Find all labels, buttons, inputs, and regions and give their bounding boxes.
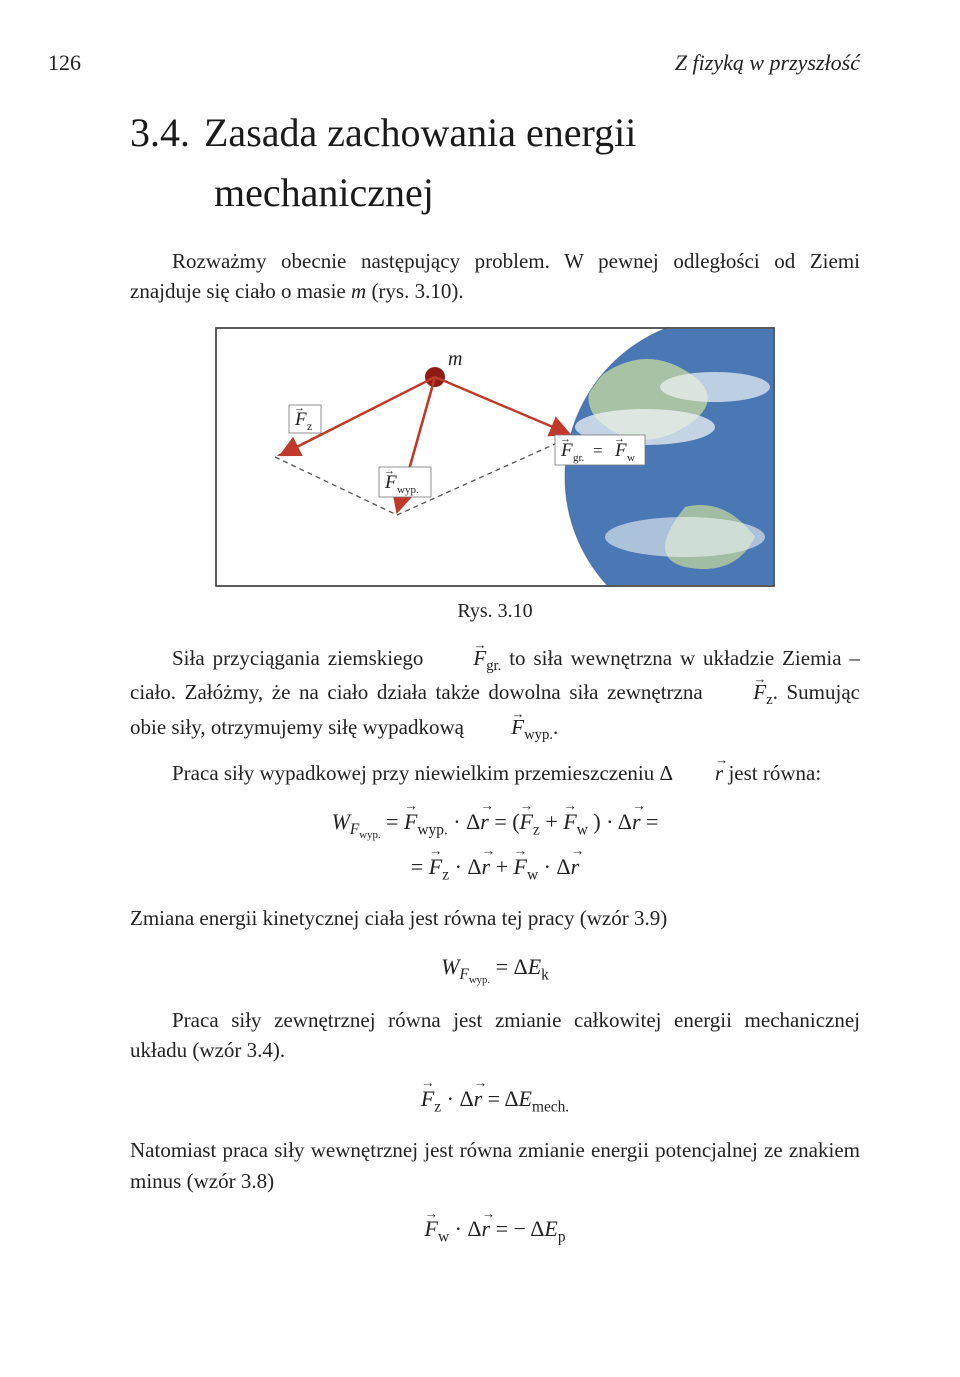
vec-dr: r bbox=[673, 758, 723, 788]
eq3-sub: mech. bbox=[532, 1098, 569, 1115]
eq2-sub: wyp. bbox=[469, 974, 490, 986]
para3-a: Praca siły wypadkowej przy niewielkim pr… bbox=[172, 761, 660, 785]
paragraph-1: Rozważmy obecnie następujący problem. W … bbox=[130, 246, 860, 307]
eq3-Fz-sub: z bbox=[434, 1098, 441, 1115]
eq1-Fz: F bbox=[520, 801, 533, 843]
sub-fgr: gr. bbox=[486, 658, 501, 674]
vec-fz: F bbox=[711, 677, 766, 707]
eq1-W: W bbox=[332, 809, 350, 834]
eq2-eq: = Δ bbox=[496, 954, 528, 979]
eq1b-Fw-sub: w bbox=[527, 866, 538, 883]
eq1-r1: r bbox=[480, 801, 489, 843]
eq3-r: r bbox=[474, 1078, 483, 1120]
para1-text-b: (rys. 3.10). bbox=[366, 279, 463, 303]
section-title-line2: mechanicznej bbox=[214, 168, 860, 218]
eq4-sub: p bbox=[558, 1229, 566, 1246]
eq1-close: ) · Δ bbox=[593, 809, 632, 834]
eq1-open: = ( bbox=[494, 809, 519, 834]
eq3-Fz: F bbox=[421, 1078, 434, 1120]
fig-label-fz: F z → bbox=[289, 402, 321, 433]
eq1-tail: = bbox=[646, 809, 658, 834]
eq1-dot1: · Δ bbox=[453, 809, 480, 834]
eq4-Fw: F bbox=[424, 1208, 437, 1250]
eq1b-r2: r bbox=[571, 846, 580, 888]
svg-text:→: → bbox=[384, 465, 395, 477]
fig-label-fgr-fw: F gr. → = F w → bbox=[555, 433, 645, 465]
running-title: Z fizyką w przyszłość bbox=[130, 50, 860, 76]
eq2-E: E bbox=[528, 954, 541, 979]
svg-text:=: = bbox=[593, 441, 603, 460]
eq1b-dot1: · Δ bbox=[455, 854, 482, 879]
eq1b-dot2: · Δ bbox=[544, 854, 571, 879]
eq1-plus: + bbox=[545, 809, 563, 834]
para1-text-a: Rozważmy obecnie następujący problem. W … bbox=[130, 249, 860, 303]
eq4-Fw-sub: w bbox=[438, 1229, 449, 1246]
paragraph-6: Natomiast praca siły wewnętrznej jest ró… bbox=[130, 1135, 860, 1196]
paragraph-3: Praca siły wypadkowej przy niewielkim pr… bbox=[130, 758, 860, 788]
equation-1: WFwyp. = Fwyp. · Δr = (Fz + Fw ) · Δr = … bbox=[130, 801, 860, 890]
eq1b-Fz: F bbox=[429, 846, 442, 888]
eq1b-r1: r bbox=[482, 846, 491, 888]
equation-3: Fz · Δr = ΔEmech. bbox=[130, 1078, 860, 1122]
section-title-line1: 3.4. Zasada zachowania energii bbox=[130, 108, 860, 158]
eq1b-eq: = bbox=[411, 854, 429, 879]
fig-label-m: m bbox=[448, 348, 462, 370]
eq1-Fwyp-sub: wyp. bbox=[417, 821, 447, 838]
para2-d: . bbox=[553, 715, 558, 739]
section-title-text-1: Zasada zachowania energii bbox=[204, 110, 636, 155]
figure-3-10: m F z → F wyp. → F gr. → = bbox=[130, 327, 860, 592]
eq4-eq: = − Δ bbox=[496, 1216, 545, 1241]
eq1-eq: = bbox=[386, 809, 404, 834]
svg-text:gr.: gr. bbox=[573, 452, 585, 464]
eq1b-Fz-sub: z bbox=[442, 866, 449, 883]
eq3-dot: · Δ bbox=[447, 1086, 474, 1111]
svg-text:→: → bbox=[560, 433, 571, 445]
eq1-Fz-sub: z bbox=[533, 821, 540, 838]
svg-text:wyp.: wyp. bbox=[397, 484, 419, 496]
svg-text:z: z bbox=[307, 419, 312, 433]
fig-label-fwyp: F wyp. → bbox=[379, 465, 431, 497]
para2-a: Siła przyciągania ziemskiego bbox=[172, 646, 431, 670]
eq3-E: E bbox=[519, 1086, 532, 1111]
sub-fwyp: wyp. bbox=[524, 727, 553, 743]
figure-caption: Rys. 3.10 bbox=[130, 600, 860, 623]
equation-4: Fw · Δr = − ΔEp bbox=[130, 1208, 860, 1252]
section-number: 3.4. bbox=[130, 110, 190, 155]
mass-symbol: m bbox=[351, 279, 366, 303]
eq1-Fw-sub: w bbox=[577, 821, 588, 838]
eq1-r2: r bbox=[632, 801, 641, 843]
eq1b-Fw: F bbox=[514, 846, 527, 888]
eq1b-plus: + bbox=[496, 854, 514, 879]
eq3-eq: = Δ bbox=[488, 1086, 519, 1111]
paragraph-4: Zmiana energii kinetycznej ciała jest ró… bbox=[130, 903, 860, 933]
eq1-sub-fwyp: wyp. bbox=[359, 829, 380, 841]
svg-text:→: → bbox=[294, 402, 305, 414]
para3-b: jest równa: bbox=[723, 761, 821, 785]
svg-text:→: → bbox=[614, 433, 625, 445]
eq2-W: W bbox=[441, 954, 459, 979]
eq2-Ek-sub: k bbox=[541, 966, 549, 983]
paragraph-2: Siła przyciągania ziemskiego Fgr. to sił… bbox=[130, 643, 860, 747]
vec-fwyp: F bbox=[469, 712, 524, 742]
figure-svg: m F z → F wyp. → F gr. → = bbox=[215, 327, 775, 587]
paragraph-5: Praca siły zewnętrznej równa jest zmiani… bbox=[130, 1005, 860, 1066]
eq4-dot: · Δ bbox=[455, 1216, 482, 1241]
eq4-r: r bbox=[482, 1208, 491, 1250]
eq1-Fwyp: F bbox=[404, 801, 417, 843]
eq4-E: E bbox=[544, 1216, 557, 1241]
equation-2: WFwyp. = ΔEk bbox=[130, 946, 860, 991]
eq1-Fw: F bbox=[563, 801, 576, 843]
vec-fgr: F bbox=[431, 643, 486, 673]
svg-text:w: w bbox=[627, 452, 635, 464]
